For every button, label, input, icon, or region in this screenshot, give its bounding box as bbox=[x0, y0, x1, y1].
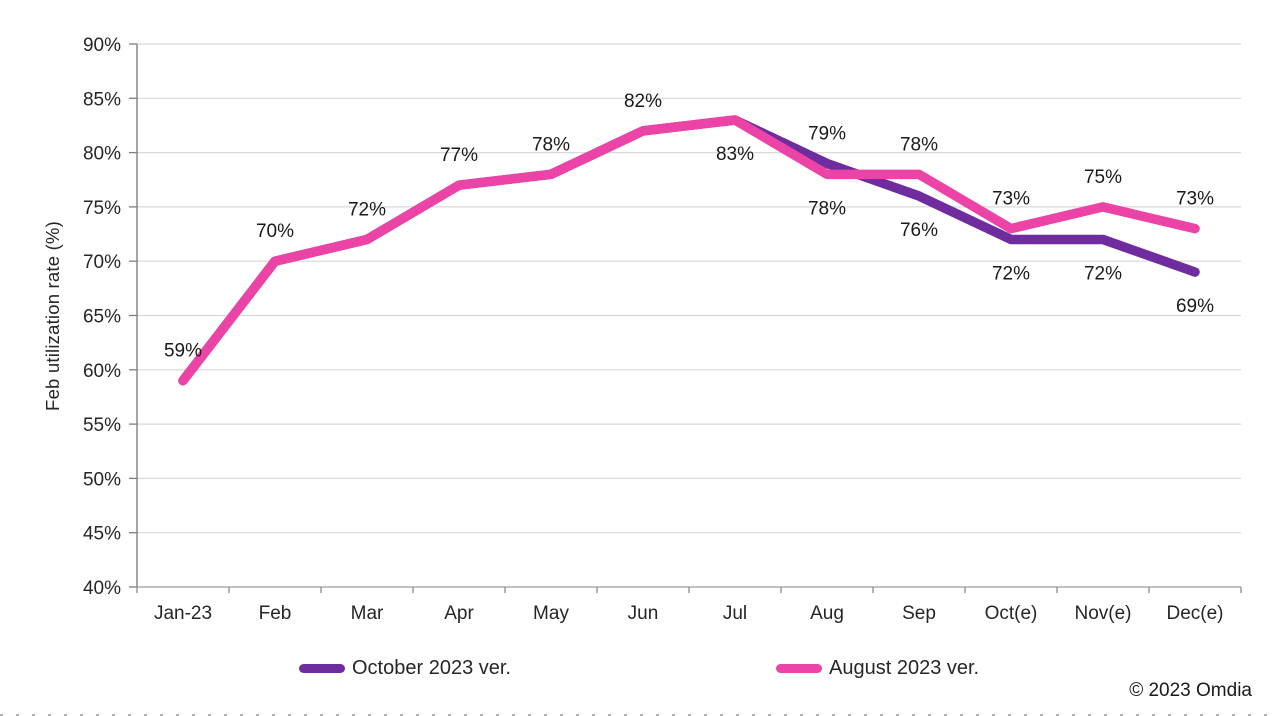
legend-label-october-2023: October 2023 ver. bbox=[352, 656, 511, 679]
x-tick-label: Oct(e) bbox=[985, 603, 1038, 624]
data-label: 72% bbox=[1084, 263, 1122, 284]
y-tick-label: 45% bbox=[83, 524, 121, 545]
data-label: 79% bbox=[808, 123, 846, 144]
data-label: 78% bbox=[808, 198, 846, 219]
x-tick-label: Jan-23 bbox=[154, 603, 212, 624]
y-tick-label: 40% bbox=[83, 578, 121, 599]
y-tick-label: 70% bbox=[83, 252, 121, 273]
x-tick-label: Sep bbox=[902, 603, 936, 624]
x-tick-label: Feb bbox=[259, 603, 292, 624]
x-tick-label: May bbox=[533, 603, 569, 624]
y-tick-label: 80% bbox=[83, 144, 121, 165]
y-tick-label: 50% bbox=[83, 469, 121, 490]
x-tick-label: Apr bbox=[444, 603, 474, 624]
x-tick-label: Aug bbox=[810, 603, 844, 624]
data-label: 72% bbox=[348, 199, 386, 220]
y-tick-label: 90% bbox=[83, 35, 121, 56]
y-tick-label: 65% bbox=[83, 307, 121, 328]
y-tick-label: 60% bbox=[83, 361, 121, 382]
legend-swatch-august-2023 bbox=[776, 663, 822, 673]
x-tick-label: Jun bbox=[628, 603, 659, 624]
legend-item-august-2023: August 2023 ver. bbox=[776, 656, 979, 680]
y-tick-label: 85% bbox=[83, 89, 121, 110]
data-label: 83% bbox=[716, 144, 754, 165]
x-tick-label: Dec(e) bbox=[1166, 603, 1223, 624]
y-tick-label: 75% bbox=[83, 198, 121, 219]
data-label: 82% bbox=[624, 91, 662, 112]
x-tick-label: Mar bbox=[351, 603, 384, 624]
data-label: 77% bbox=[440, 145, 478, 166]
data-label: 78% bbox=[532, 134, 570, 155]
data-label: 78% bbox=[900, 134, 938, 155]
legend-item-october-2023: October 2023 ver. bbox=[299, 656, 511, 680]
data-label: 76% bbox=[900, 220, 938, 241]
x-tick-label: Jul bbox=[723, 603, 747, 624]
data-label: 73% bbox=[1176, 189, 1214, 210]
legend-label-august-2023: August 2023 ver. bbox=[829, 656, 980, 679]
legend-swatch-october-2023 bbox=[299, 663, 345, 673]
data-label: 75% bbox=[1084, 167, 1122, 188]
y-tick-label: 55% bbox=[83, 415, 121, 436]
copyright-text: © 2023 Omdia bbox=[1129, 680, 1252, 701]
data-label: 59% bbox=[164, 341, 202, 362]
series-line-august-2023 bbox=[178, 115, 1200, 386]
data-label: 70% bbox=[256, 221, 294, 242]
data-label: 72% bbox=[992, 263, 1030, 284]
data-label: 69% bbox=[1176, 296, 1214, 317]
x-tick-label: Nov(e) bbox=[1074, 603, 1131, 624]
page-edge-dotted-line bbox=[0, 714, 1280, 716]
data-label: 73% bbox=[992, 189, 1030, 210]
